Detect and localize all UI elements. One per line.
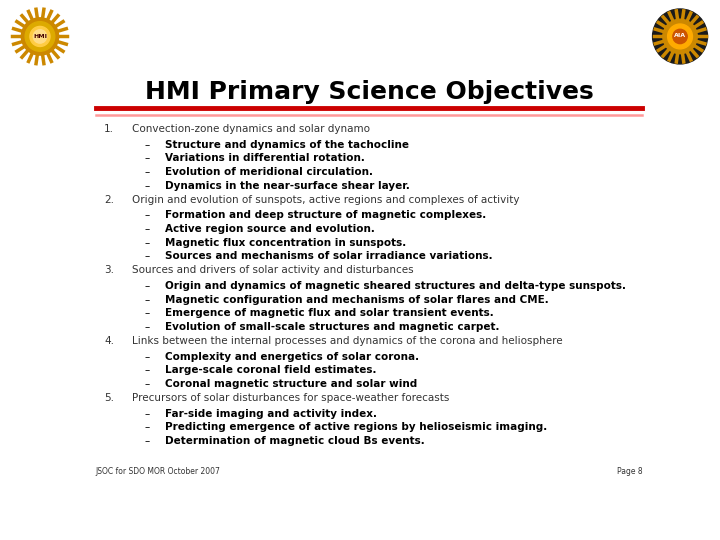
- Circle shape: [667, 24, 693, 49]
- Text: –: –: [145, 422, 150, 433]
- Text: –: –: [145, 153, 150, 164]
- Text: Formation and deep structure of magnetic complexes.: Formation and deep structure of magnetic…: [166, 211, 487, 220]
- Text: Variations in differential rotation.: Variations in differential rotation.: [166, 153, 365, 164]
- Circle shape: [22, 18, 58, 55]
- Text: Sources and drivers of solar activity and disturbances: Sources and drivers of solar activity an…: [132, 265, 413, 275]
- Text: Predicting emergence of active regions by helioseismic imaging.: Predicting emergence of active regions b…: [166, 422, 548, 433]
- Text: –: –: [145, 322, 150, 332]
- Text: Complexity and energetics of solar corona.: Complexity and energetics of solar coron…: [166, 352, 420, 362]
- Text: –: –: [145, 224, 150, 234]
- Circle shape: [30, 26, 50, 46]
- Circle shape: [652, 9, 708, 64]
- Text: –: –: [145, 379, 150, 389]
- Text: 2.: 2.: [104, 194, 114, 205]
- Circle shape: [33, 30, 47, 43]
- Text: –: –: [145, 409, 150, 419]
- Text: –: –: [145, 352, 150, 362]
- Text: –: –: [145, 167, 150, 177]
- Text: Precursors of solar disturbances for space-weather forecasts: Precursors of solar disturbances for spa…: [132, 393, 449, 403]
- Text: Dynamics in the near-surface shear layer.: Dynamics in the near-surface shear layer…: [166, 181, 410, 191]
- Text: Large-scale coronal field estimates.: Large-scale coronal field estimates.: [166, 366, 377, 375]
- Text: Origin and evolution of sunspots, active regions and complexes of activity: Origin and evolution of sunspots, active…: [132, 194, 519, 205]
- Text: Coronal magnetic structure and solar wind: Coronal magnetic structure and solar win…: [166, 379, 418, 389]
- Text: Emergence of magnetic flux and solar transient events.: Emergence of magnetic flux and solar tra…: [166, 308, 494, 319]
- Text: Links between the internal processes and dynamics of the corona and heliosphere: Links between the internal processes and…: [132, 336, 562, 346]
- Text: –: –: [145, 252, 150, 261]
- Text: –: –: [145, 366, 150, 375]
- Text: Active region source and evolution.: Active region source and evolution.: [166, 224, 375, 234]
- Text: –: –: [145, 281, 150, 291]
- Text: Magnetic configuration and mechanisms of solar flares and CME.: Magnetic configuration and mechanisms of…: [166, 295, 549, 305]
- Text: Evolution of meridional circulation.: Evolution of meridional circulation.: [166, 167, 374, 177]
- Text: HMI: HMI: [33, 34, 47, 39]
- Text: Far-side imaging and activity index.: Far-side imaging and activity index.: [166, 409, 377, 419]
- Text: Origin and dynamics of magnetic sheared structures and delta-type sunspots.: Origin and dynamics of magnetic sheared …: [166, 281, 626, 291]
- Text: HMI Primary Science Objectives: HMI Primary Science Objectives: [145, 80, 593, 104]
- Text: –: –: [145, 308, 150, 319]
- Text: –: –: [145, 436, 150, 446]
- Text: 5.: 5.: [104, 393, 114, 403]
- Text: –: –: [145, 238, 150, 248]
- Text: –: –: [145, 181, 150, 191]
- Text: JSOC for SDO MOR October 2007: JSOC for SDO MOR October 2007: [96, 467, 220, 476]
- Text: Determination of magnetic cloud Bs events.: Determination of magnetic cloud Bs event…: [166, 436, 425, 446]
- Text: Magnetic flux concentration in sunspots.: Magnetic flux concentration in sunspots.: [166, 238, 407, 248]
- Circle shape: [25, 22, 55, 51]
- Text: Convection-zone dynamics and solar dynamo: Convection-zone dynamics and solar dynam…: [132, 124, 370, 134]
- Circle shape: [673, 29, 687, 44]
- Text: –: –: [145, 140, 150, 150]
- Text: Page 8: Page 8: [617, 467, 642, 476]
- Circle shape: [663, 19, 697, 53]
- Text: AIA: AIA: [674, 33, 686, 38]
- Text: 4.: 4.: [104, 336, 114, 346]
- Text: Evolution of small-scale structures and magnetic carpet.: Evolution of small-scale structures and …: [166, 322, 500, 332]
- Text: Sources and mechanisms of solar irradiance variations.: Sources and mechanisms of solar irradian…: [166, 252, 493, 261]
- Text: –: –: [145, 295, 150, 305]
- Text: –: –: [145, 211, 150, 220]
- Text: 3.: 3.: [104, 265, 114, 275]
- Text: 1.: 1.: [104, 124, 114, 134]
- Text: Structure and dynamics of the tachocline: Structure and dynamics of the tachocline: [166, 140, 410, 150]
